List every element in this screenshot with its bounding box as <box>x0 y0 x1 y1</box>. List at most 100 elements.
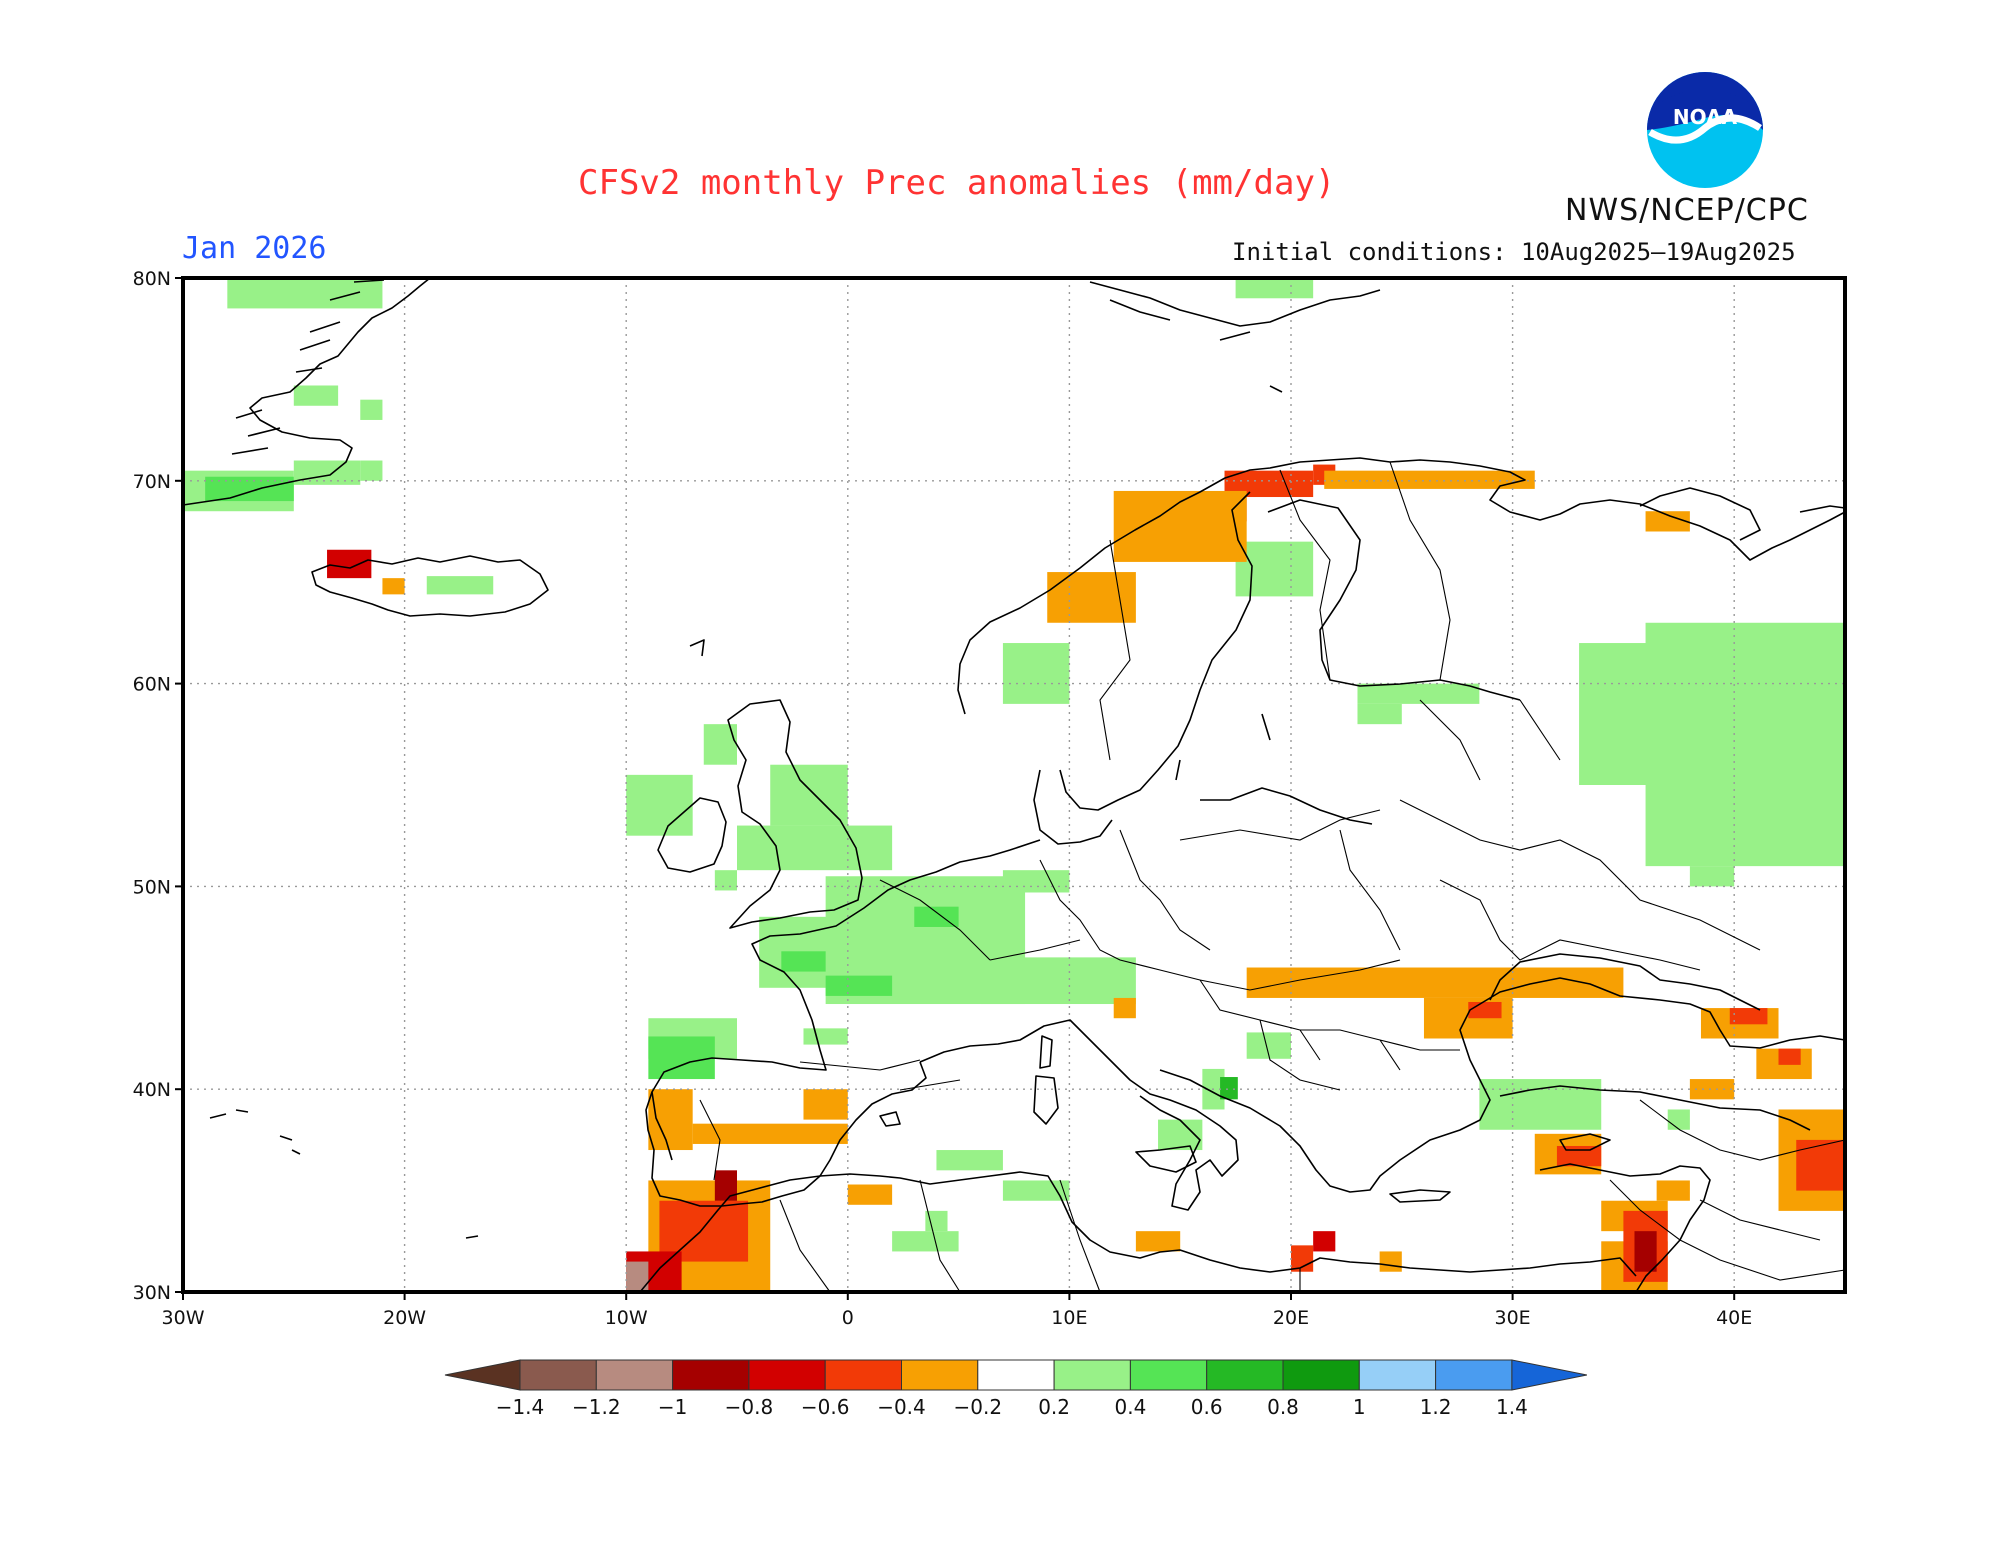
cyprus-coast <box>1559 1133 1611 1151</box>
gridlines <box>183 278 1845 1292</box>
anomaly-patch-13 <box>737 825 893 871</box>
anomaly-patch-69 <box>1291 1245 1314 1272</box>
scandinavia-coast <box>957 457 1846 715</box>
colorbar-bin-0 <box>519 1359 597 1391</box>
colorbar-bin-8 <box>1129 1359 1208 1391</box>
anomaly-patch-40 <box>1689 866 1735 887</box>
greenland-coast <box>182 277 431 506</box>
anomaly-patch-60 <box>1796 1139 1845 1191</box>
border-iberia-france <box>699 1059 961 1181</box>
iberia-coast <box>645 1061 927 1207</box>
anomaly-patch-27 <box>892 1231 959 1252</box>
lon-tick-label: 30E <box>1495 1307 1531 1329</box>
turkey-levant-coast <box>1499 1085 1811 1293</box>
colorbar-label: 1.2 <box>1420 1395 1452 1419</box>
anomaly-patch-3 <box>293 460 361 485</box>
anomaly-patch-55 <box>1729 1008 1768 1025</box>
lon-tick-label: 10E <box>1051 1307 1087 1329</box>
faroe-islands <box>689 639 705 657</box>
balearic-coast <box>879 1111 901 1127</box>
colorbar-label: 0.2 <box>1038 1395 1070 1419</box>
anomaly-patch-24 <box>803 1028 848 1045</box>
anomaly-patch-50 <box>1246 967 1624 998</box>
anomaly-patch-67 <box>1634 1231 1657 1272</box>
black-sea-coast <box>1489 953 1761 1011</box>
anomaly-patches <box>183 278 1845 1292</box>
colorbar-bin-12 <box>1435 1359 1513 1391</box>
lon-tick-label: 10W <box>605 1307 648 1329</box>
lat-tick-label: 50N <box>133 876 171 898</box>
colorbar-bin-4 <box>824 1359 903 1391</box>
lon-tick-label: 30W <box>162 1307 205 1329</box>
lon-tick-label: 0 <box>842 1307 854 1329</box>
greenland-fjords <box>231 279 385 455</box>
colorbar-bin-2 <box>672 1359 750 1391</box>
anomaly-patch-42 <box>1667 1109 1690 1130</box>
anomaly-patch-70 <box>1313 1231 1336 1252</box>
west-europe-coast <box>651 839 1041 1161</box>
anomaly-patch-39 <box>1645 622 1845 867</box>
colorbar-bin-1 <box>595 1359 674 1391</box>
anomaly-patch-41 <box>1479 1079 1602 1130</box>
azores-islands <box>209 1109 301 1155</box>
lat-tick-label: 40N <box>133 1079 171 1101</box>
axis-labels: 30W 20W 10W 0 10E 20E 30E 40E 30N 40N 50N 60N 70N 80N <box>133 268 1753 1329</box>
border-balkans <box>1199 979 1460 1091</box>
colorbar-bin-10 <box>1282 1359 1360 1391</box>
border-middle-east <box>1639 1099 1846 1241</box>
colorbar-label: −0.6 <box>801 1395 850 1419</box>
anomaly-patch-11 <box>703 724 737 765</box>
lon-tick-label: 20W <box>383 1307 426 1329</box>
precip-anomaly-map <box>181 276 1847 1294</box>
anomaly-patch-31 <box>1220 1077 1238 1100</box>
britain-coast <box>727 699 863 929</box>
russia-arctic-coast <box>1639 487 1846 541</box>
colorbar-label: 0.6 <box>1191 1395 1223 1419</box>
border-eastern-europe <box>1399 699 1761 971</box>
lat-tick-label: 60N <box>133 674 171 696</box>
forecast-month: Jan 2026 <box>182 231 327 266</box>
anomaly-patch-18 <box>825 975 893 996</box>
anomaly-patch-0 <box>227 278 383 309</box>
anomaly-patch-37 <box>1357 703 1402 725</box>
anomaly-patch-21 <box>980 957 1136 1005</box>
anomaly-patch-57 <box>1778 1048 1801 1065</box>
colorbar-bin-7 <box>1053 1359 1131 1391</box>
denmark-coast <box>1033 769 1113 845</box>
anomaly-patch-25 <box>1002 1180 1070 1201</box>
anomaly-patch-4 <box>360 460 383 481</box>
anomaly-patch-46 <box>1324 470 1535 489</box>
north-med-coast <box>919 977 1846 1211</box>
crete-coast <box>1389 1189 1451 1203</box>
anomaly-patch-26 <box>936 1150 1003 1171</box>
anomaly-patch-36 <box>1357 683 1480 704</box>
anomaly-patch-35 <box>1235 278 1314 299</box>
sicily-coast <box>1135 1145 1197 1173</box>
corsica-sardinia-coast <box>1033 1035 1059 1125</box>
anomaly-patch-8 <box>382 578 405 595</box>
anomaly-patch-34 <box>1235 541 1314 597</box>
colorbar-label: 0.8 <box>1267 1395 1299 1419</box>
anomaly-patch-2 <box>360 399 383 420</box>
colorbar-label: −0.2 <box>954 1395 1003 1419</box>
north-africa-coast <box>639 1171 1637 1293</box>
noaa-logo-text: NOAA <box>1673 105 1738 129</box>
lat-tick-label: 70N <box>133 471 171 493</box>
colorbar-label: 0.4 <box>1114 1395 1146 1419</box>
colorbar-label: −0.4 <box>877 1395 926 1419</box>
anomaly-patch-7 <box>327 549 372 579</box>
colorbar-label: −1 <box>658 1395 687 1419</box>
agency-label: NWS/NCEP/CPC <box>1565 193 1809 228</box>
colorbar-high-arrow <box>1511 1359 1587 1391</box>
baltic-coast <box>1059 491 1521 825</box>
ireland-coast <box>657 797 727 873</box>
anomaly-patch-63 <box>1656 1180 1690 1201</box>
anomaly-patch-80 <box>626 1261 649 1292</box>
map-frame <box>181 276 1847 1294</box>
anomaly-patch-68 <box>1135 1231 1181 1252</box>
colorbar-bin-11 <box>1358 1359 1437 1391</box>
coastlines <box>182 277 1846 1293</box>
anomaly-patch-23 <box>648 1036 715 1080</box>
figure-title: CFSv2 monthly Prec anomalies (mm/day) <box>578 163 1335 203</box>
